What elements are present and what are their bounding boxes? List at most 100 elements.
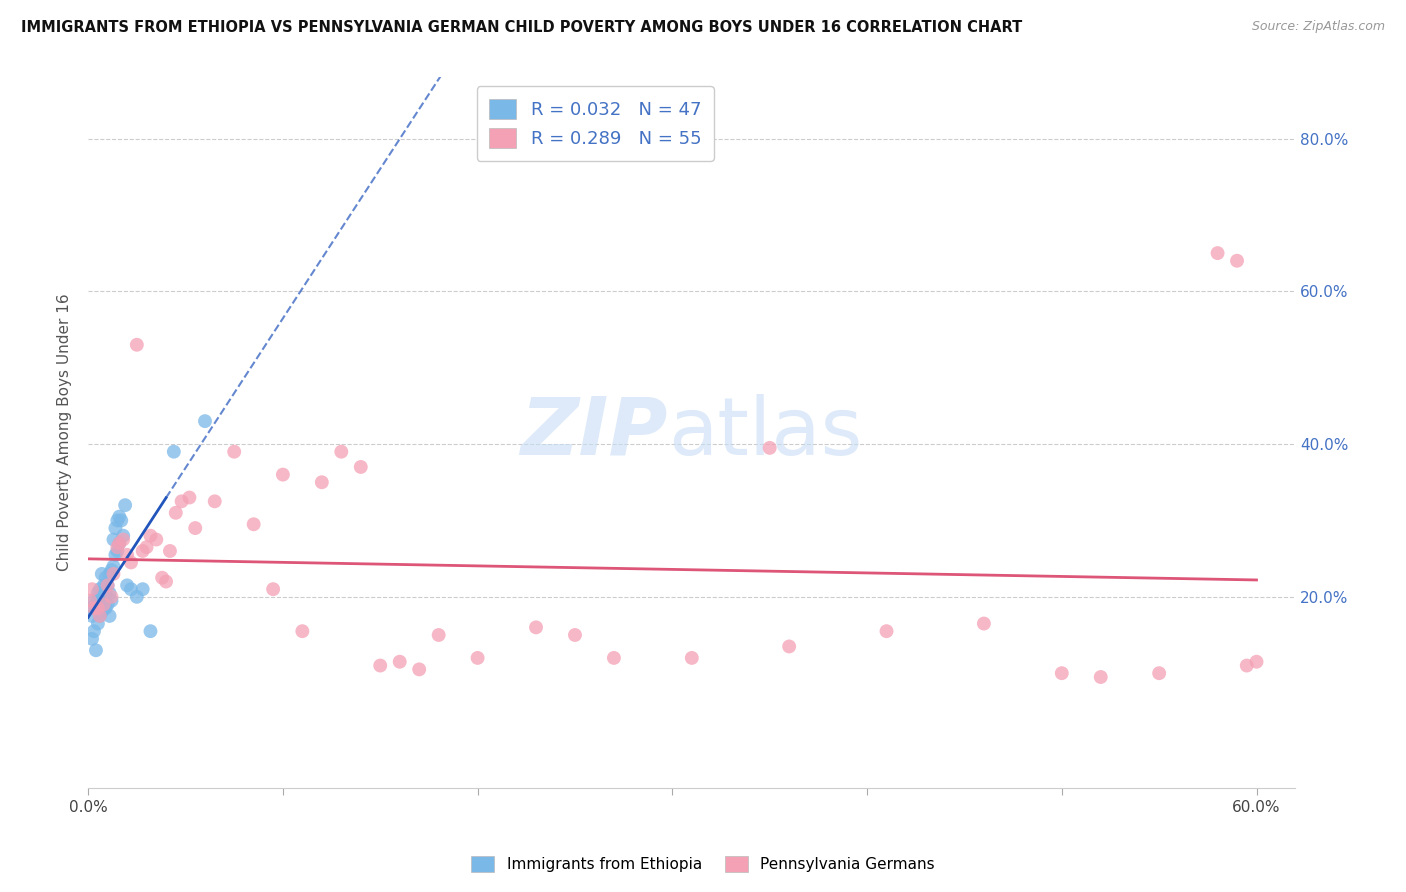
- Point: [120, 582, 142, 597]
- Point: [93, 598, 115, 612]
- Point: [120, 556, 142, 570]
- Point: [105, 513, 128, 527]
- Point: [93, 578, 115, 592]
- Point: [103, 559, 125, 574]
- Point: [131, 544, 153, 558]
- Point: [150, 571, 173, 585]
- Point: [135, 540, 157, 554]
- Point: [388, 655, 411, 669]
- Point: [103, 566, 125, 581]
- Point: [98, 608, 121, 623]
- Point: [104, 521, 127, 535]
- Point: [98, 586, 121, 600]
- Point: [163, 444, 186, 458]
- Point: [271, 467, 294, 482]
- Point: [427, 628, 450, 642]
- Point: [87, 601, 110, 615]
- Point: [108, 536, 131, 550]
- Legend: Immigrants from Ethiopia, Pennsylvania Germans: Immigrants from Ethiopia, Pennsylvania G…: [464, 848, 942, 880]
- Point: [758, 441, 780, 455]
- Legend: R = 0.032   N = 47, R = 0.289   N = 55: R = 0.032 N = 47, R = 0.289 N = 55: [477, 87, 714, 161]
- Point: [159, 544, 181, 558]
- Point: [204, 494, 226, 508]
- Point: [1226, 253, 1249, 268]
- Point: [115, 578, 138, 592]
- Point: [97, 598, 120, 612]
- Point: [184, 521, 207, 535]
- Point: [125, 338, 148, 352]
- Point: [368, 658, 391, 673]
- Point: [311, 475, 333, 490]
- Point: [291, 624, 314, 639]
- Point: [467, 651, 489, 665]
- Point: [170, 494, 193, 508]
- Point: [97, 578, 120, 592]
- Point: [100, 593, 122, 607]
- Point: [145, 533, 167, 547]
- Point: [104, 548, 127, 562]
- Point: [83, 601, 105, 615]
- Point: [84, 601, 107, 615]
- Point: [165, 506, 187, 520]
- Point: [87, 593, 110, 607]
- Point: [90, 605, 112, 619]
- Point: [115, 548, 138, 562]
- Point: [194, 414, 217, 428]
- Point: [93, 601, 115, 615]
- Point: [89, 608, 111, 623]
- Point: [84, 643, 107, 657]
- Point: [87, 586, 110, 600]
- Point: [97, 578, 120, 592]
- Point: [564, 628, 586, 642]
- Point: [179, 491, 201, 505]
- Point: [114, 498, 136, 512]
- Point: [112, 529, 135, 543]
- Point: [155, 574, 177, 589]
- Point: [108, 536, 131, 550]
- Point: [876, 624, 898, 639]
- Point: [108, 509, 131, 524]
- Point: [93, 590, 115, 604]
- Point: [94, 601, 117, 615]
- Point: [80, 608, 103, 623]
- Point: [105, 544, 128, 558]
- Point: [79, 593, 101, 607]
- Point: [1090, 670, 1112, 684]
- Point: [1206, 246, 1229, 260]
- Point: [105, 540, 128, 554]
- Text: atlas: atlas: [668, 393, 862, 472]
- Point: [79, 601, 101, 615]
- Point: [1236, 658, 1258, 673]
- Point: [94, 586, 117, 600]
- Point: [778, 640, 800, 654]
- Text: ZIP: ZIP: [520, 393, 668, 472]
- Point: [98, 566, 121, 581]
- Point: [110, 513, 132, 527]
- Point: [681, 651, 703, 665]
- Point: [603, 651, 626, 665]
- Point: [90, 590, 112, 604]
- Point: [262, 582, 284, 597]
- Point: [87, 616, 110, 631]
- Point: [1246, 655, 1268, 669]
- Point: [80, 632, 103, 646]
- Text: Source: ZipAtlas.com: Source: ZipAtlas.com: [1251, 20, 1385, 33]
- Point: [90, 566, 112, 581]
- Point: [100, 563, 122, 577]
- Point: [131, 582, 153, 597]
- Point: [524, 620, 547, 634]
- Point: [408, 662, 430, 676]
- Point: [125, 590, 148, 604]
- Point: [83, 593, 105, 607]
- Point: [224, 444, 246, 458]
- Point: [80, 582, 103, 597]
- Point: [83, 624, 105, 639]
- Point: [1050, 666, 1073, 681]
- Point: [139, 529, 162, 543]
- Point: [350, 460, 373, 475]
- Point: [242, 517, 264, 532]
- Point: [139, 624, 162, 639]
- Point: [1147, 666, 1170, 681]
- Point: [89, 593, 111, 607]
- Point: [89, 608, 111, 623]
